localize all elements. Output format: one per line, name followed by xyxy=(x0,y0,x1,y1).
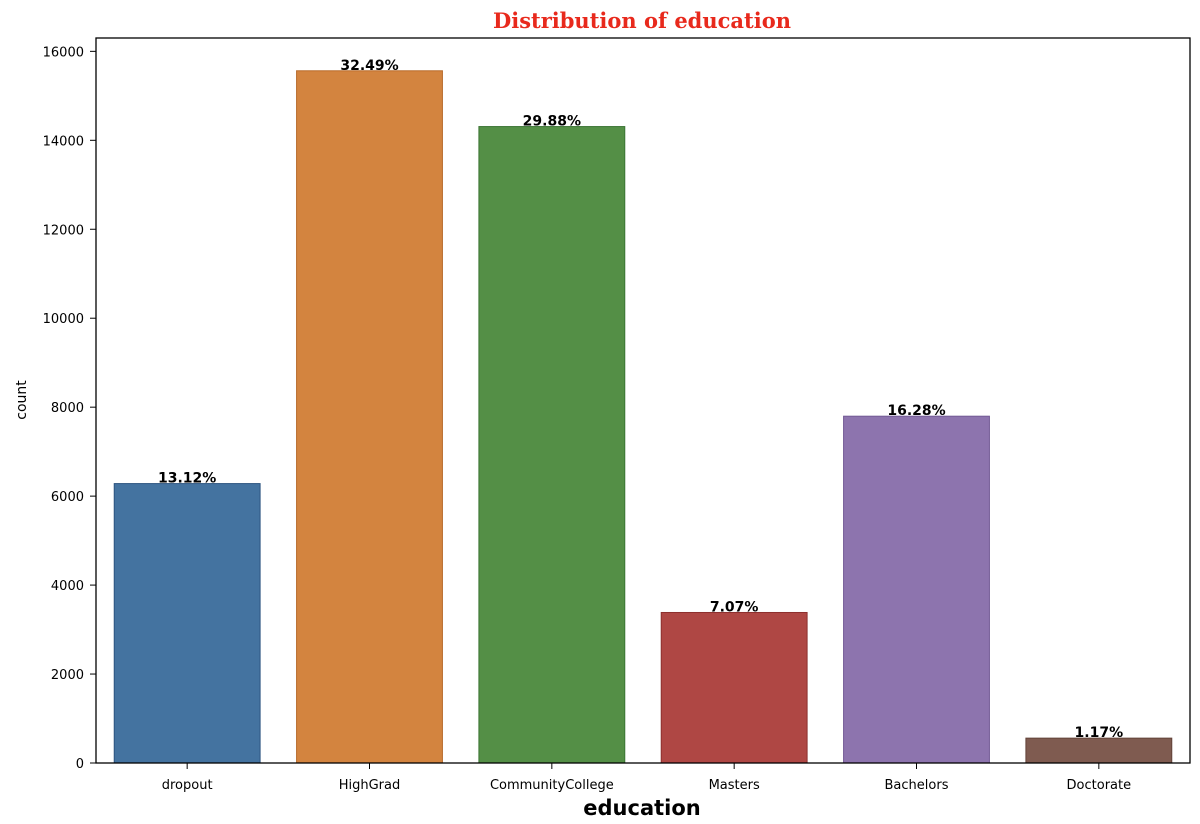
x-axis: dropout HighGrad CommunityCollege Masters Ba… xyxy=(162,763,1131,793)
bar-data-label: 13.12% xyxy=(158,471,216,487)
x-tick-label: Doctorate xyxy=(1067,778,1132,793)
y-tick-label: 4000 xyxy=(51,579,84,594)
y-tick-label: 2000 xyxy=(51,668,84,683)
bar-doctorate xyxy=(1025,737,1173,764)
bar-data-label: 16.28% xyxy=(887,403,945,419)
x-tick-label: dropout xyxy=(162,778,213,793)
y-axis-label: count xyxy=(14,380,30,420)
x-tick-label: CommunityCollege xyxy=(490,778,614,793)
x-tick-label: Bachelors xyxy=(885,778,949,793)
bar-bachelors xyxy=(843,415,990,764)
y-tick-label: 14000 xyxy=(43,134,84,149)
y-axis: 0 2000 4000 6000 8000 10000 12000 14000 16000 xyxy=(43,45,96,772)
y-tick-label: 6000 xyxy=(51,490,84,505)
plot-frame xyxy=(95,37,1191,764)
y-tick-label: 0 xyxy=(76,757,84,772)
bar-data-label: 1.17% xyxy=(1075,725,1124,741)
y-tick-label: 12000 xyxy=(43,223,84,238)
bar-dropout xyxy=(113,483,261,764)
y-tick-label: 10000 xyxy=(43,312,84,327)
chart-title: Distribution of education xyxy=(493,8,791,33)
bars-group xyxy=(113,70,1173,764)
bar-data-label: 32.49% xyxy=(340,58,398,74)
bar-communitycollege xyxy=(478,126,626,764)
bar-highgrad xyxy=(296,70,443,764)
bar-data-label: 29.88% xyxy=(523,114,581,130)
y-tick-label: 8000 xyxy=(51,401,84,416)
bar-data-label: 7.07% xyxy=(710,599,759,615)
y-tick-label: 16000 xyxy=(43,45,84,60)
x-axis-label: education xyxy=(583,796,700,820)
x-tick-label: HighGrad xyxy=(339,778,401,793)
bar-labels-group: 13.12% 32.49% 29.88% 7.07% 16.28% 1.17% xyxy=(158,58,1123,741)
x-tick-label: Masters xyxy=(709,778,760,793)
bar-masters xyxy=(660,611,808,764)
